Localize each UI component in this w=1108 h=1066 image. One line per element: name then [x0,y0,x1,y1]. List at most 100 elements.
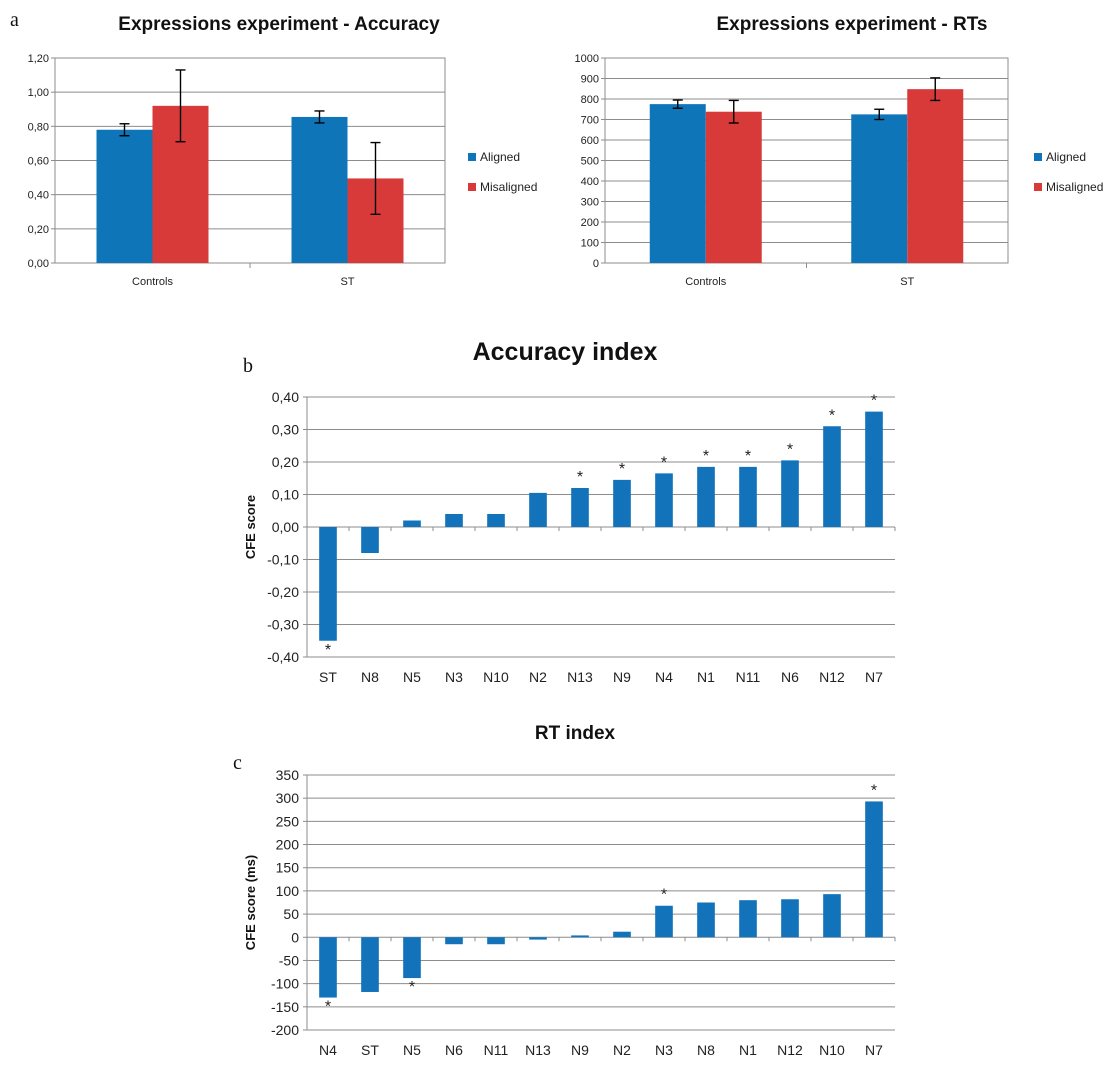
y-tick-label: -200 [271,1022,299,1038]
panel-label-b: b [243,355,253,377]
bar-n10 [823,894,841,938]
x-tick-label: N7 [865,669,883,685]
legend-label: Aligned [1046,150,1086,164]
bar-n9 [571,935,589,938]
x-tick-label: N12 [819,669,845,685]
significance-star: * [577,469,583,486]
x-tick-label: N10 [483,669,509,685]
y-tick-label: 800 [581,94,599,106]
x-tick-label: N2 [529,669,547,685]
y-tick-label: 200 [581,217,599,229]
bar-aligned-controls [649,104,706,263]
bar-n12 [781,899,799,938]
bar-n8 [361,527,379,553]
x-tick-label: N9 [613,669,631,685]
y-tick-label: -0,40 [267,649,299,665]
y-tick-label: 300 [581,197,599,209]
bar-misaligned-controls [705,111,762,264]
bar-n13 [529,937,547,940]
y-tick-label: 350 [276,767,300,783]
legend-swatch [1034,183,1042,191]
y-tick-label: -50 [279,952,299,968]
significance-star: * [829,407,835,424]
significance-star: * [745,448,751,465]
x-tick-label: N9 [571,1042,589,1058]
bar-n3 [655,905,673,938]
accuracy-experiment-chart: Expressions experiment - Accuracy 0,00 0,2… [28,14,538,288]
x-tick-label: N7 [865,1042,883,1058]
legend-label: Misaligned [1046,180,1103,194]
y-tick-label: 0,20 [272,454,299,470]
y-tick-label: -100 [271,976,299,992]
significance-star: * [661,887,667,904]
x-tick-label: N12 [777,1042,803,1058]
x-tick-label: Controls [132,276,173,288]
y-tick-label: 700 [581,115,599,127]
bar-n11 [487,937,505,945]
bar-n6 [781,460,799,527]
bar-n1 [739,900,757,938]
bar-n3 [445,514,463,527]
y-tick-label: 0,10 [272,487,299,503]
bar-st [361,937,379,992]
x-tick-label: N6 [445,1042,463,1058]
rt-experiment-chart: Expressions experiment - RTs 0 100 200 300 40… [575,14,1104,288]
x-tick-label: N13 [525,1042,551,1058]
y-tick-label: -0,20 [267,584,299,600]
x-tick-label: N10 [819,1042,845,1058]
legend-swatch [468,153,476,161]
x-tick-label: N3 [445,669,463,685]
x-tick-label: N8 [697,1042,715,1058]
x-tick-label: N3 [655,1042,673,1058]
y-tick-label: 500 [581,156,599,168]
x-tick-label: N4 [319,1042,337,1058]
bar-aligned-st [291,116,348,263]
bar-n9 [613,479,631,527]
bar-n11 [739,466,757,527]
y-tick-label: 300 [276,790,300,806]
y-tick-label: 900 [581,74,599,86]
y-tick-label: 0 [593,258,599,270]
y-tick-label: 0,00 [272,519,299,535]
y-tick-label: 0,30 [272,422,299,438]
panel-label-a: a [10,9,19,31]
y-tick-label: 0,40 [272,389,299,405]
y-tick-label: 50 [283,906,299,922]
y-tick-label: 1000 [575,53,599,65]
x-tick-label: Controls [685,276,726,288]
significance-star: * [871,393,877,410]
y-tick-label: 0,80 [28,121,49,133]
legend-label: Misaligned [480,180,537,194]
y-tick-label: 0,20 [28,224,49,236]
y-tick-label: 250 [276,813,300,829]
x-tick-label: N6 [781,669,799,685]
x-tick-label: N5 [403,669,421,685]
x-tick-label: N4 [655,669,673,685]
x-tick-label: N1 [697,669,715,685]
bar-misaligned-st [907,89,964,263]
chart-title: Accuracy index [473,338,658,366]
chart-title: Expressions experiment - RTs [716,14,987,35]
chart-title: RT index [535,723,616,744]
bar-n1 [697,466,715,527]
bar-n7 [865,801,883,938]
y-axis-label: CFE score (ms) [243,855,258,950]
y-tick-label: 100 [581,238,599,250]
significance-star: * [703,448,709,465]
legend-label: Aligned [480,150,520,164]
bar-n6 [445,937,463,945]
bar-n10 [487,514,505,527]
rt-index-chart: RT index -200 -150 -100 -50 0 50 100 150 200 250 30… [243,723,896,1058]
y-tick-label: -0,10 [267,552,299,568]
significance-star: * [325,999,331,1016]
bar-n2 [613,931,631,938]
y-tick-label: 0,40 [28,190,49,202]
x-tick-label: N5 [403,1042,421,1058]
y-tick-label: 0,60 [28,156,49,168]
panel-label-c: c [233,752,242,774]
x-tick-label: ST [319,669,337,685]
x-tick-label: ST [900,276,914,288]
significance-star: * [409,979,415,996]
y-tick-label: 400 [581,176,599,188]
